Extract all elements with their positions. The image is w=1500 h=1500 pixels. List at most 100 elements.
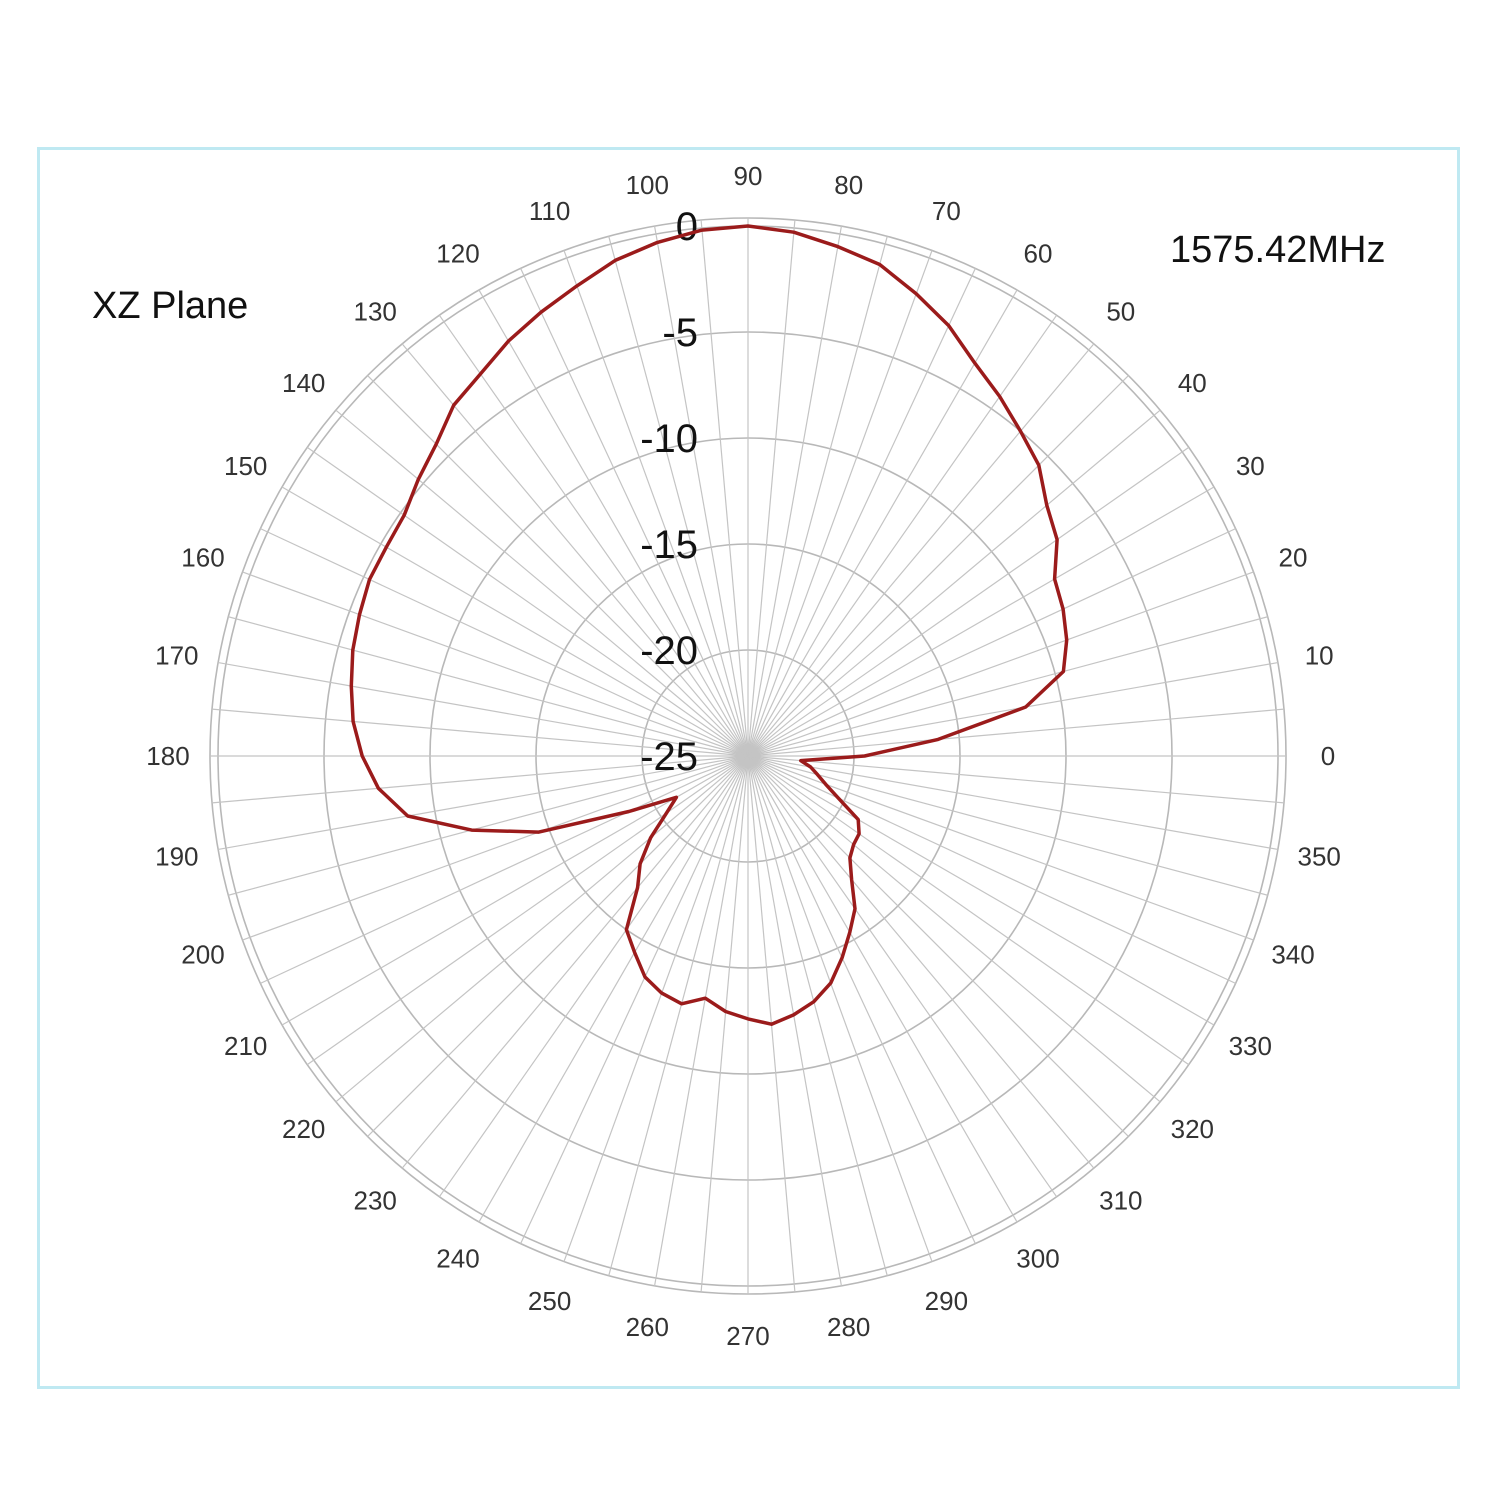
angle-tick-label: 110 [529, 196, 570, 226]
grid-spoke [242, 755, 749, 941]
angle-tick-label: 90 [734, 161, 763, 191]
grid-spoke [211, 755, 749, 804]
grid-spoke [700, 755, 749, 1293]
grid-spoke [563, 755, 749, 1262]
grid-spoke [306, 755, 749, 1066]
angle-tick-label: 290 [925, 1286, 968, 1316]
radial-tick-label: -10 [640, 417, 698, 461]
grid-spoke [747, 314, 1058, 757]
grid-spoke [281, 486, 749, 757]
grid-spoke [438, 755, 749, 1198]
angle-tick-label: 150 [224, 451, 267, 481]
grid-spoke [747, 755, 1268, 896]
grid-spoke [747, 755, 1018, 1223]
grid-spoke [747, 226, 843, 757]
angle-tick-label: 230 [353, 1185, 396, 1215]
grid-spoke [747, 755, 1285, 804]
angle-tick-label: 30 [1236, 451, 1265, 481]
angle-tick-label: 190 [155, 842, 198, 872]
grid-spoke [747, 616, 1268, 757]
grid-spoke [747, 486, 1215, 757]
grid-spoke [563, 250, 749, 757]
grid-spoke [747, 755, 1161, 1103]
grid-spoke [747, 755, 1278, 851]
angle-tick-label: 250 [528, 1286, 571, 1316]
angle-tick-label: 260 [626, 1312, 669, 1342]
angle-tick-label: 160 [181, 543, 224, 573]
grid-spoke [747, 446, 1190, 757]
grid-spoke [747, 528, 1236, 757]
grid-spoke [700, 219, 749, 757]
series-line [349, 224, 1069, 1026]
grid-spoke [335, 755, 749, 1103]
angle-tick-label: 300 [1016, 1243, 1059, 1273]
angle-tick-label: 80 [834, 170, 863, 200]
grid-spoke [747, 219, 796, 757]
grid-spoke [478, 289, 749, 757]
grid-spoke [478, 755, 749, 1223]
angle-tick-label: 60 [1024, 239, 1053, 269]
grid-spoke [747, 755, 1129, 1137]
grid-spoke [747, 755, 1095, 1169]
grid-spoke [653, 226, 749, 757]
grid-spoke [747, 755, 933, 1262]
grid-spoke [747, 375, 1129, 757]
angle-tick-label: 320 [1171, 1114, 1214, 1144]
grid-spoke [747, 755, 888, 1276]
grid-spoke [747, 250, 933, 757]
angle-tick-label: 180 [146, 741, 189, 771]
grid-spoke [747, 755, 843, 1286]
angle-tick-label: 10 [1305, 640, 1334, 670]
chart-subtitle: 1575.42MHz [1170, 229, 1385, 271]
grid-spoke [335, 409, 749, 757]
grid-spoke [608, 755, 749, 1276]
angle-tick-label: 140 [282, 368, 325, 398]
angle-tick-labels: 0 10 20 30 40 50 60 70 80 90 100 110 120 130 140 150 160… [146, 161, 1341, 1351]
grid-spoke [747, 755, 1254, 941]
grid-spoke [260, 528, 749, 757]
grid-spoke [401, 343, 749, 757]
angle-tick-label: 350 [1297, 842, 1340, 872]
grid-spoke [520, 755, 749, 1244]
grid-spoke [260, 755, 749, 984]
grid-spoke [306, 446, 749, 757]
grid-spoke [438, 314, 749, 757]
radial-tick-label: -5 [662, 311, 698, 355]
angle-tick-label: 330 [1229, 1031, 1272, 1061]
radial-tick-label: 0 [676, 205, 698, 249]
series-layer [349, 224, 1069, 1026]
grid-spoke [747, 268, 976, 757]
grid-spoke [520, 268, 749, 757]
grid-spoke [747, 708, 1285, 757]
angle-tick-label: 40 [1178, 368, 1207, 398]
angle-tick-label: 130 [353, 297, 396, 327]
angle-tick-label: 270 [726, 1321, 769, 1351]
angle-tick-label: 200 [181, 939, 224, 969]
angle-tick-label: 120 [436, 239, 479, 269]
angle-tick-label: 240 [436, 1243, 479, 1273]
angle-tick-label: 280 [827, 1312, 870, 1342]
grid-spoke [747, 755, 1058, 1198]
grid-spoke [747, 755, 1215, 1026]
angle-tick-label: 100 [626, 170, 669, 200]
angular-grid-spokes [210, 218, 1286, 1294]
angle-tick-label: 210 [224, 1031, 267, 1061]
angle-tick-label: 50 [1106, 297, 1135, 327]
grid-spoke [747, 571, 1254, 757]
grid-spoke [747, 289, 1018, 757]
grid-spoke [211, 708, 749, 757]
grid-spoke [747, 755, 1236, 984]
radial-tick-labels: 0 -5 -10 -15 -20 -25 [640, 205, 698, 779]
grid-spoke [218, 755, 749, 851]
grid-spoke [747, 755, 1190, 1066]
grid-spoke [653, 755, 749, 1286]
angle-tick-label: 70 [932, 196, 961, 226]
grid-spoke [608, 236, 749, 757]
angle-tick-label: 170 [155, 640, 198, 670]
grid-spoke [747, 661, 1278, 757]
angle-tick-label: 20 [1279, 543, 1308, 573]
radial-tick-label: -25 [640, 735, 698, 779]
angle-tick-label: 310 [1099, 1185, 1142, 1215]
grid-spoke [747, 343, 1095, 757]
